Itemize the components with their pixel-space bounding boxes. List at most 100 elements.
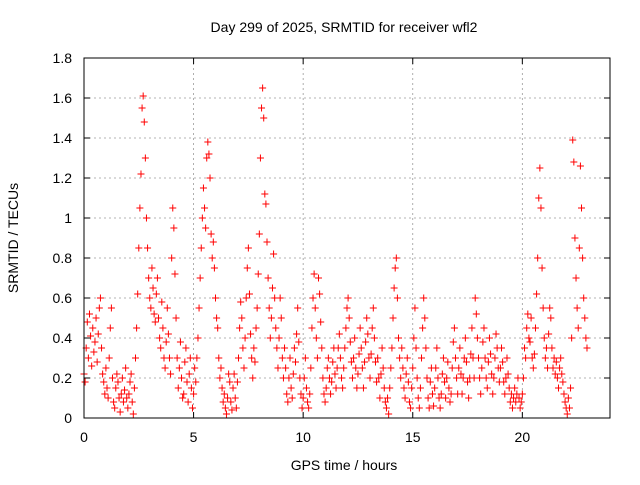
data-point — [110, 398, 118, 406]
data-point — [293, 330, 301, 338]
plot-frame — [83, 57, 611, 419]
data-point — [270, 250, 278, 258]
data-point — [354, 370, 362, 378]
data-point — [441, 378, 449, 386]
data-point — [282, 364, 290, 372]
data-point — [291, 358, 299, 366]
data-points — [80, 84, 591, 418]
data-point — [209, 238, 217, 246]
data-point — [568, 334, 576, 342]
data-point — [274, 364, 282, 372]
data-point — [247, 330, 255, 338]
data-point — [490, 374, 498, 382]
data-point — [436, 404, 444, 412]
data-point — [320, 390, 328, 398]
data-point — [215, 354, 223, 362]
data-point — [198, 214, 206, 222]
data-point — [531, 324, 539, 332]
data-point — [221, 404, 229, 412]
data-point — [156, 334, 164, 342]
data-point — [519, 374, 527, 382]
data-point — [276, 294, 284, 302]
data-point — [370, 334, 378, 342]
data-point — [310, 270, 318, 278]
data-point — [523, 324, 531, 332]
data-point — [405, 398, 413, 406]
data-point — [522, 354, 530, 362]
data-point — [413, 374, 421, 382]
data-point — [260, 114, 268, 122]
data-point — [195, 304, 203, 312]
data-point — [81, 378, 89, 386]
data-point — [218, 384, 226, 392]
data-point — [400, 384, 408, 392]
data-point — [540, 334, 548, 342]
data-point — [552, 358, 560, 366]
data-point — [445, 384, 453, 392]
data-point — [353, 384, 361, 392]
data-point — [125, 390, 133, 398]
data-point — [448, 364, 456, 372]
data-point — [243, 264, 251, 272]
data-point — [403, 354, 411, 362]
data-point — [119, 398, 127, 406]
data-point — [258, 104, 266, 112]
data-point — [176, 338, 184, 346]
data-point — [323, 364, 331, 372]
data-point — [239, 344, 247, 352]
data-point — [202, 224, 210, 232]
data-point — [351, 334, 359, 342]
data-point — [107, 304, 115, 312]
data-point — [192, 378, 200, 386]
data-point — [449, 338, 457, 346]
data-point — [345, 314, 353, 322]
data-point — [151, 318, 159, 326]
data-point — [465, 394, 473, 402]
data-point — [393, 294, 401, 302]
data-point — [457, 370, 465, 378]
data-point — [391, 264, 399, 272]
data-point — [456, 344, 464, 352]
data-point — [451, 354, 459, 362]
data-point — [250, 344, 258, 352]
data-point — [580, 294, 588, 302]
data-point — [453, 374, 461, 382]
data-point — [428, 390, 436, 398]
data-point — [535, 194, 543, 202]
data-point — [118, 374, 126, 382]
data-point — [518, 390, 526, 398]
data-point — [152, 290, 160, 298]
data-point — [138, 104, 146, 112]
data-point — [420, 294, 428, 302]
data-point — [582, 334, 590, 342]
data-point — [235, 354, 243, 362]
data-point — [397, 374, 405, 382]
data-point — [319, 374, 327, 382]
data-point — [321, 398, 329, 406]
data-point — [261, 190, 269, 198]
data-point — [157, 344, 165, 352]
data-point — [227, 398, 235, 406]
data-point — [485, 334, 493, 342]
axis-ticks: 0 0.2 0.4 0.6 0.8 1 1.2 1.4 1.6 1.8 0 5 10 15 20 — [53, 50, 610, 445]
data-point — [99, 370, 107, 378]
data-point — [521, 344, 529, 352]
data-point — [572, 274, 580, 282]
data-point — [559, 378, 567, 386]
data-point — [352, 364, 360, 372]
data-point — [147, 304, 155, 312]
data-point — [336, 354, 344, 362]
data-point — [443, 374, 451, 382]
data-point — [367, 350, 375, 358]
data-point — [341, 344, 349, 352]
data-point — [190, 390, 198, 398]
data-point — [557, 354, 565, 362]
data-point — [541, 354, 549, 362]
data-point — [213, 314, 221, 322]
data-point — [386, 384, 394, 392]
x-tick-label: 10 — [295, 429, 311, 445]
data-point — [242, 294, 250, 302]
data-point — [346, 338, 354, 346]
data-point — [418, 354, 426, 362]
